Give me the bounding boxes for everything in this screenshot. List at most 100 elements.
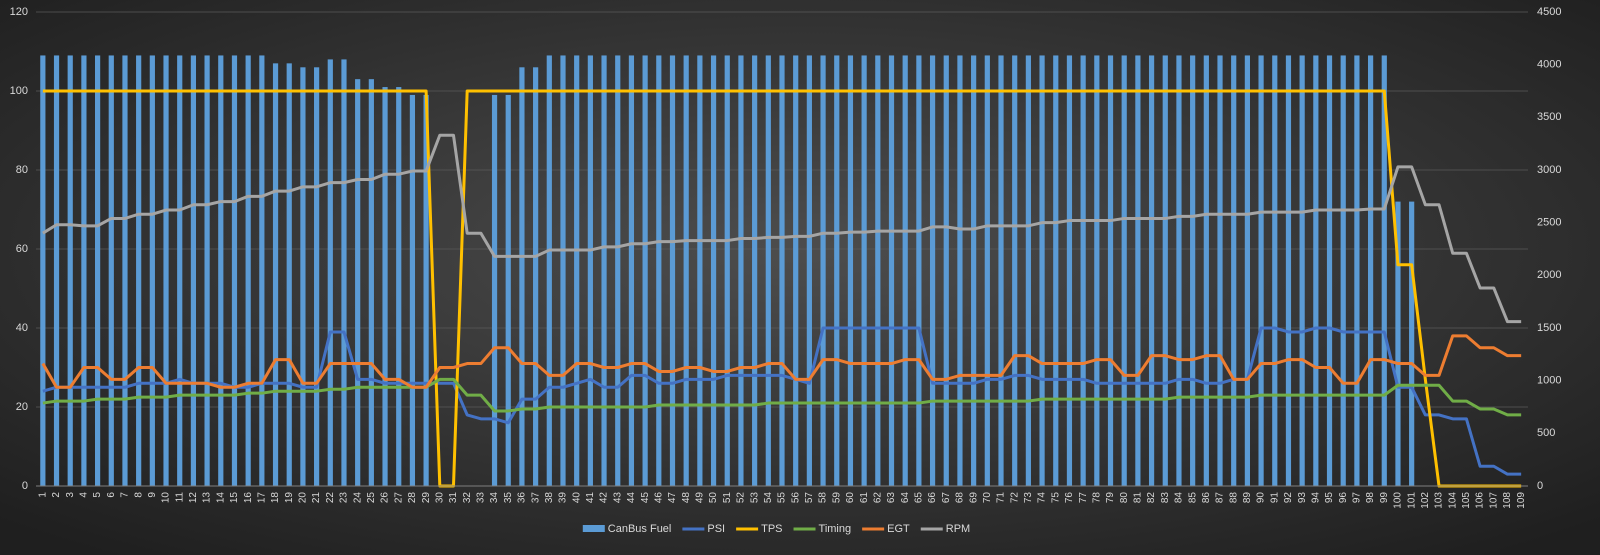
- y2-tick-label: 4000: [1537, 59, 1561, 71]
- bar: [998, 55, 1004, 486]
- bar: [67, 55, 73, 486]
- bar: [1367, 55, 1374, 486]
- x-tick-label: 68: [955, 492, 966, 504]
- bar: [642, 55, 648, 486]
- x-tick-label: 103: [1434, 492, 1445, 509]
- x-tick-label: 37: [530, 492, 541, 504]
- x-tick-label: 18: [270, 492, 281, 504]
- bar: [1299, 55, 1305, 486]
- bar: [1217, 55, 1223, 486]
- x-tick-label: 94: [1310, 492, 1321, 504]
- x-tick-label: 97: [1352, 492, 1363, 504]
- x-tick-label: 55: [777, 492, 788, 504]
- bar: [218, 55, 224, 486]
- x-tick-label: 56: [790, 492, 801, 504]
- x-tick-label: 52: [736, 492, 747, 504]
- bar: [533, 67, 539, 487]
- x-tick-label: 41: [585, 492, 596, 504]
- bar: [601, 55, 607, 486]
- x-tick-label: 1: [37, 492, 48, 498]
- y2-tick-label: 2000: [1537, 269, 1561, 281]
- bar: [888, 55, 895, 486]
- x-tick-label: 57: [804, 492, 815, 504]
- y-tick-label: 100: [10, 85, 28, 97]
- x-tick-label: 15: [229, 492, 240, 504]
- bar: [820, 55, 826, 486]
- bar: [615, 55, 621, 486]
- legend-label: Timing: [819, 523, 852, 535]
- y-tick-label: 0: [22, 480, 28, 492]
- x-tick-label: 43: [612, 492, 623, 504]
- x-tick-label: 9: [147, 492, 158, 498]
- legend-label: EGT: [887, 523, 910, 535]
- x-tick-label: 84: [1174, 492, 1185, 504]
- x-tick-label: 54: [763, 492, 774, 504]
- x-tick-label: 81: [1133, 492, 1144, 504]
- x-tick-label: 109: [1516, 492, 1527, 509]
- bar: [1272, 55, 1278, 486]
- x-tick-label: 20: [298, 492, 309, 504]
- bar: [861, 55, 867, 486]
- x-tick-label: 53: [749, 492, 760, 504]
- x-tick-label: 79: [1105, 492, 1116, 504]
- bar: [272, 63, 279, 486]
- bar: [1244, 55, 1250, 486]
- x-tick-label: 27: [393, 492, 404, 504]
- line-series: [42, 377, 1522, 417]
- x-tick-label: 11: [174, 492, 185, 503]
- bar: [587, 55, 593, 486]
- x-tick-label: 98: [1365, 492, 1376, 504]
- bar: [560, 55, 566, 486]
- x-tick-label: 12: [188, 492, 199, 504]
- bar: [765, 55, 771, 486]
- y2-tick-label: 500: [1537, 427, 1555, 439]
- x-tick-label: 61: [859, 492, 870, 504]
- bar: [847, 55, 854, 486]
- bar: [697, 55, 703, 486]
- x-tick-label: 50: [708, 492, 719, 504]
- bar: [834, 55, 840, 486]
- x-tick-label: 25: [366, 492, 377, 504]
- bar: [1012, 55, 1018, 486]
- bar: [1094, 55, 1100, 486]
- x-tick-label: 106: [1475, 492, 1486, 509]
- x-tick-label: 16: [243, 492, 254, 504]
- bar: [793, 55, 799, 486]
- x-tick-label: 104: [1447, 492, 1458, 509]
- bar: [656, 55, 662, 486]
- x-tick-label: 82: [1146, 492, 1157, 504]
- bar: [409, 94, 416, 486]
- bar: [1080, 55, 1086, 486]
- x-tick-label: 63: [886, 492, 897, 504]
- x-tick-label: 62: [872, 492, 883, 504]
- x-tick-label: 93: [1297, 492, 1308, 504]
- x-tick-label: 45: [640, 492, 651, 504]
- legend-label: PSI: [707, 523, 725, 535]
- x-tick-label: 40: [571, 492, 582, 504]
- bar: [1121, 55, 1127, 486]
- bar: [875, 55, 881, 486]
- bar: [245, 55, 251, 486]
- bar: [1135, 55, 1141, 486]
- bar: [724, 55, 730, 486]
- bar: [1148, 55, 1155, 486]
- bar: [149, 55, 155, 486]
- bar: [314, 67, 320, 487]
- x-tick-label: 5: [92, 492, 103, 498]
- bar: [1409, 201, 1415, 486]
- bar: [779, 55, 785, 486]
- bar: [231, 55, 238, 486]
- y2-tick-label: 3500: [1537, 111, 1561, 123]
- x-tick-label: 6: [106, 492, 117, 498]
- bar: [1231, 55, 1237, 486]
- x-tick-label: 58: [818, 492, 829, 504]
- x-tick-label: 70: [982, 492, 993, 504]
- x-tick-label: 14: [215, 492, 226, 504]
- bar: [1381, 55, 1387, 486]
- y2-tick-label: 2500: [1537, 217, 1561, 229]
- x-tick-label: 17: [256, 492, 267, 504]
- bar: [943, 55, 949, 486]
- legend-label: TPS: [761, 523, 782, 535]
- bar: [204, 55, 210, 486]
